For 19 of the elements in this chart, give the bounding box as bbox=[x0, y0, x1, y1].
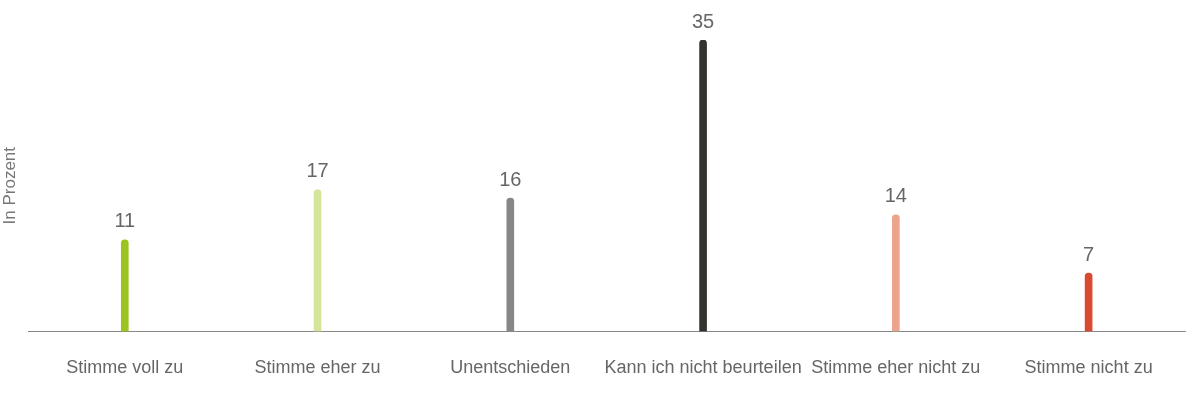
data-label: 7 bbox=[1083, 242, 1095, 265]
x-tick-label: Stimme nicht zu bbox=[1024, 357, 1153, 378]
bar bbox=[892, 214, 900, 332]
data-label: 14 bbox=[884, 184, 907, 207]
x-tick-label: Unentschieden bbox=[450, 357, 571, 378]
x-tick-label: Kann ich nicht beurteilen bbox=[604, 357, 802, 378]
x-tick-label: Stimme eher zu bbox=[254, 357, 381, 378]
y-axis-title: In Prozent bbox=[0, 146, 19, 225]
bar bbox=[313, 189, 322, 332]
data-label: 16 bbox=[499, 167, 522, 190]
data-label: 35 bbox=[691, 9, 715, 32]
data-label: 17 bbox=[306, 159, 329, 182]
bar bbox=[1084, 272, 1093, 332]
bar bbox=[506, 197, 515, 332]
x-tick-label: Stimme voll zu bbox=[66, 357, 184, 378]
data-label: 11 bbox=[114, 209, 136, 232]
bar bbox=[699, 40, 707, 332]
bar bbox=[120, 239, 129, 332]
x-tick-label: Stimme eher nicht zu bbox=[811, 357, 981, 378]
